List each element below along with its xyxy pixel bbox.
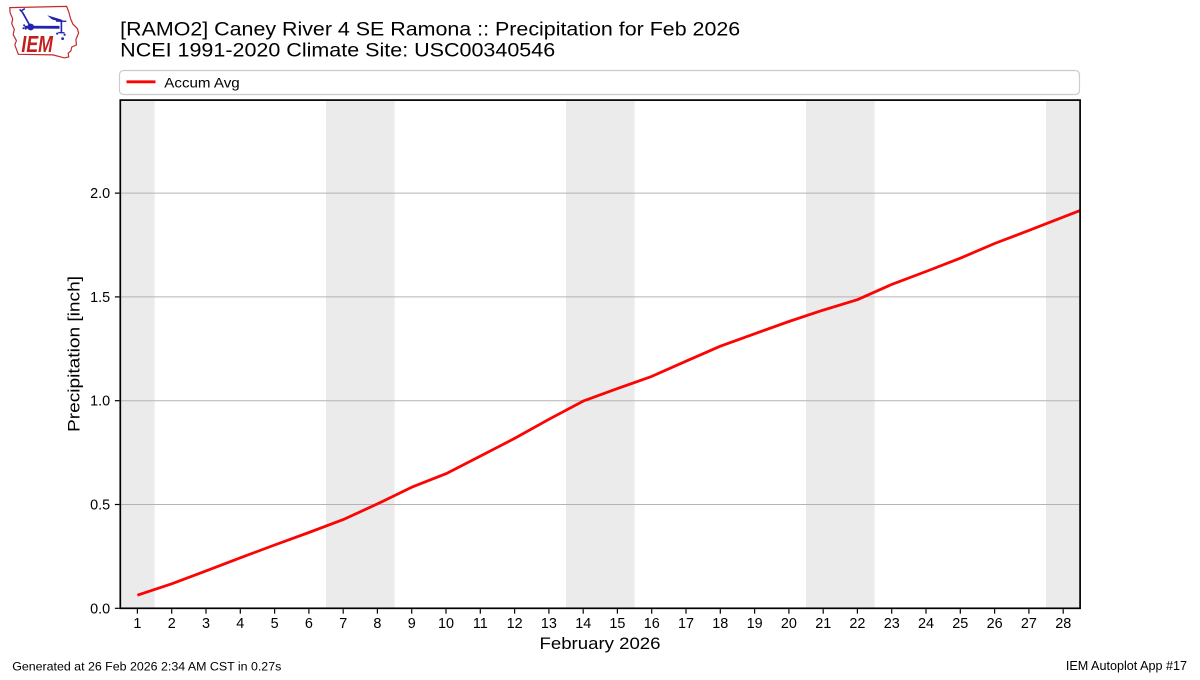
svg-text:3: 3	[202, 616, 210, 632]
svg-text:14: 14	[575, 616, 591, 632]
svg-text:2.0: 2.0	[90, 186, 110, 202]
svg-text:12: 12	[507, 616, 523, 632]
svg-text:10: 10	[438, 616, 454, 632]
svg-text:15: 15	[609, 616, 625, 632]
svg-text:20: 20	[781, 616, 797, 632]
svg-text:11: 11	[473, 616, 488, 632]
svg-text:16: 16	[644, 616, 660, 632]
svg-text:21: 21	[815, 616, 831, 632]
svg-text:26: 26	[987, 616, 1003, 632]
svg-text:8: 8	[373, 616, 381, 632]
svg-text:1: 1	[133, 616, 141, 632]
svg-text:6: 6	[305, 616, 313, 632]
svg-text:18: 18	[712, 616, 728, 632]
svg-text:February 2026: February 2026	[540, 634, 661, 653]
svg-text:28: 28	[1055, 616, 1071, 632]
svg-text:13: 13	[541, 616, 557, 632]
svg-text:5: 5	[271, 616, 279, 632]
svg-text:0.0: 0.0	[90, 601, 110, 617]
svg-text:17: 17	[678, 616, 694, 632]
svg-text:19: 19	[747, 616, 763, 632]
svg-text:[RAMO2] Caney River 4 SE Ramon: [RAMO2] Caney River 4 SE Ramona :: Preci…	[120, 19, 740, 40]
svg-text:IEM: IEM	[21, 31, 53, 57]
svg-text:24: 24	[918, 616, 934, 632]
svg-text:2: 2	[168, 616, 176, 632]
svg-text:22: 22	[849, 616, 865, 632]
svg-text:4: 4	[236, 616, 244, 632]
svg-text:0.5: 0.5	[90, 498, 110, 514]
svg-text:27: 27	[1021, 616, 1037, 632]
svg-text:1.0: 1.0	[90, 394, 110, 410]
svg-text:NCEI 1991-2020 Climate Site: U: NCEI 1991-2020 Climate Site: USC00340546	[120, 41, 555, 62]
svg-text:23: 23	[884, 616, 900, 632]
svg-text:1.5: 1.5	[90, 290, 110, 306]
svg-text:Accum Avg: Accum Avg	[164, 75, 239, 91]
svg-text:IEM Autoplot App #17: IEM Autoplot App #17	[1066, 659, 1187, 673]
svg-text:9: 9	[408, 616, 416, 632]
svg-text:25: 25	[952, 616, 968, 632]
svg-text:7: 7	[339, 616, 347, 632]
svg-text:Precipitation [inch]: Precipitation [inch]	[65, 276, 84, 432]
svg-text:Generated at 26 Feb 2026 2:34: Generated at 26 Feb 2026 2:34 AM CST in …	[12, 659, 281, 673]
